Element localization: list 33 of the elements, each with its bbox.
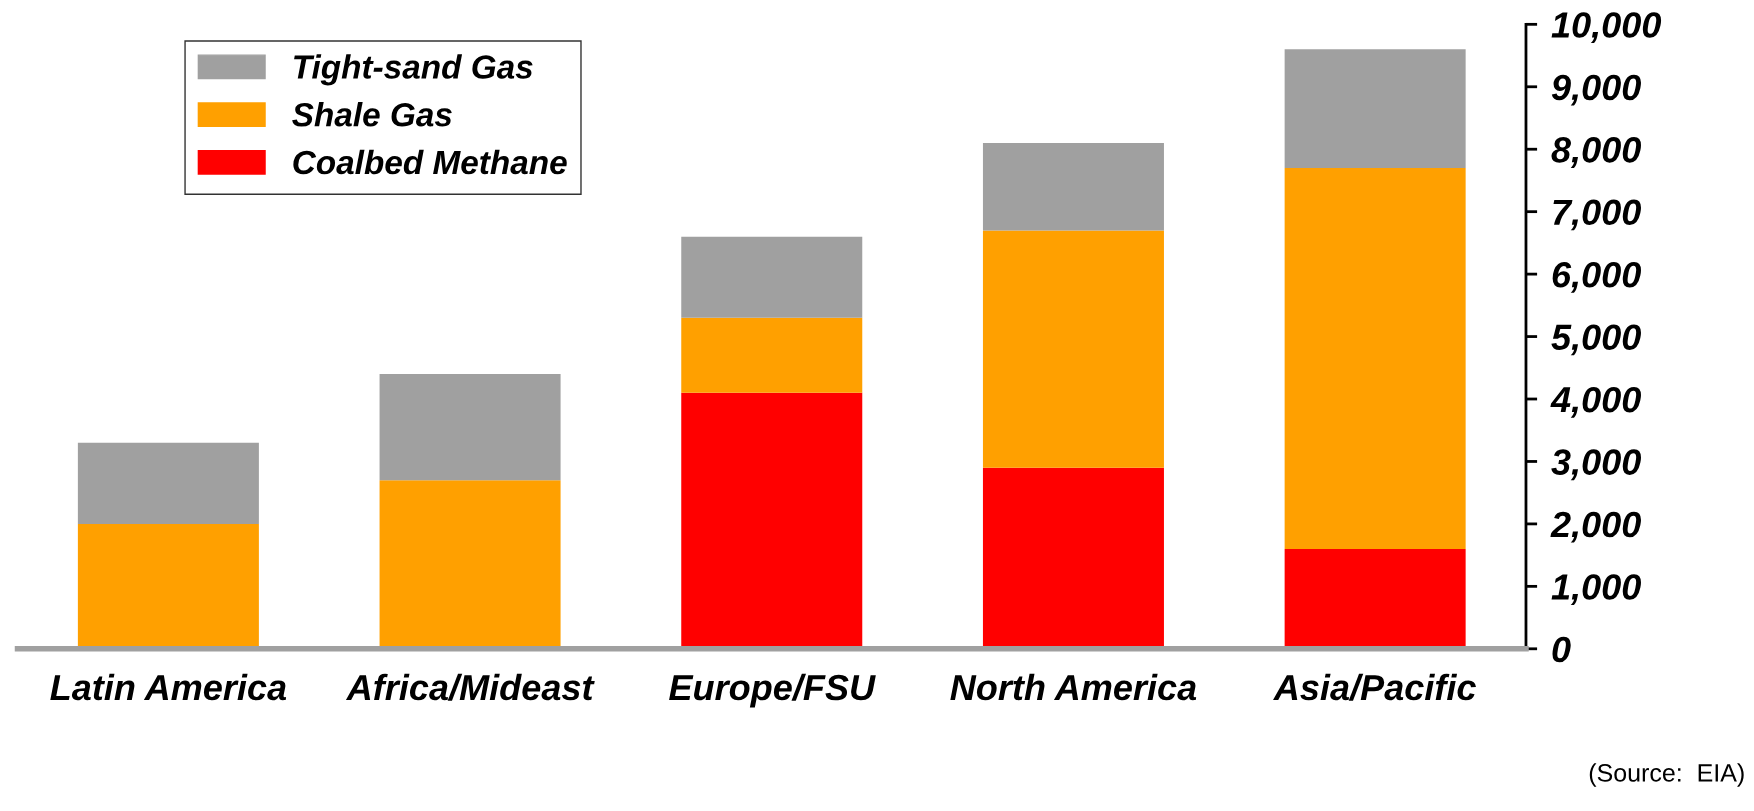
- y-tick-label: 5,000: [1551, 324, 1641, 356]
- legend-label: Coalbed Methane: [293, 149, 567, 175]
- y-tick-label: 0: [1552, 636, 1571, 663]
- bar: [1284, 49, 1466, 168]
- x-tick-label: North America: [950, 673, 1197, 701]
- bar: [379, 374, 561, 481]
- y-tick-label: 2,000: [1550, 511, 1641, 543]
- bar: [982, 142, 1164, 231]
- x-tick-label: Asia/Pacific: [1273, 673, 1476, 701]
- bar: [681, 317, 863, 393]
- legend-label: Tight-sand Gas: [294, 54, 533, 86]
- x-tick-label: Europe/FSU: [669, 673, 876, 708]
- y-tick-label: 6,000: [1552, 261, 1641, 293]
- bar: [681, 236, 863, 318]
- bar: [379, 480, 561, 649]
- bar: [77, 442, 259, 524]
- y-tick-label: 10,000: [1551, 12, 1662, 44]
- y-tick-label: 3,000: [1551, 449, 1641, 481]
- bar: [681, 392, 863, 649]
- y-tick-label: 1,000: [1551, 574, 1641, 606]
- bar: [77, 523, 259, 649]
- bar: [982, 467, 1164, 649]
- x-tick-label: Africa/Mideast: [345, 673, 595, 701]
- y-tick-label: 7,000: [1553, 199, 1641, 231]
- x-tick-label: Latin America: [50, 673, 287, 701]
- y-tick-label: 4,000: [1550, 386, 1641, 418]
- bar: [982, 230, 1164, 468]
- bar: [1284, 167, 1466, 549]
- bar: [1284, 548, 1466, 649]
- legend-label: Shale Gas: [292, 102, 452, 127]
- y-tick-label: 9,000: [1551, 74, 1641, 106]
- y-tick-label: 8,000: [1551, 137, 1641, 168]
- text: (Source: EIA): [1589, 763, 1744, 787]
